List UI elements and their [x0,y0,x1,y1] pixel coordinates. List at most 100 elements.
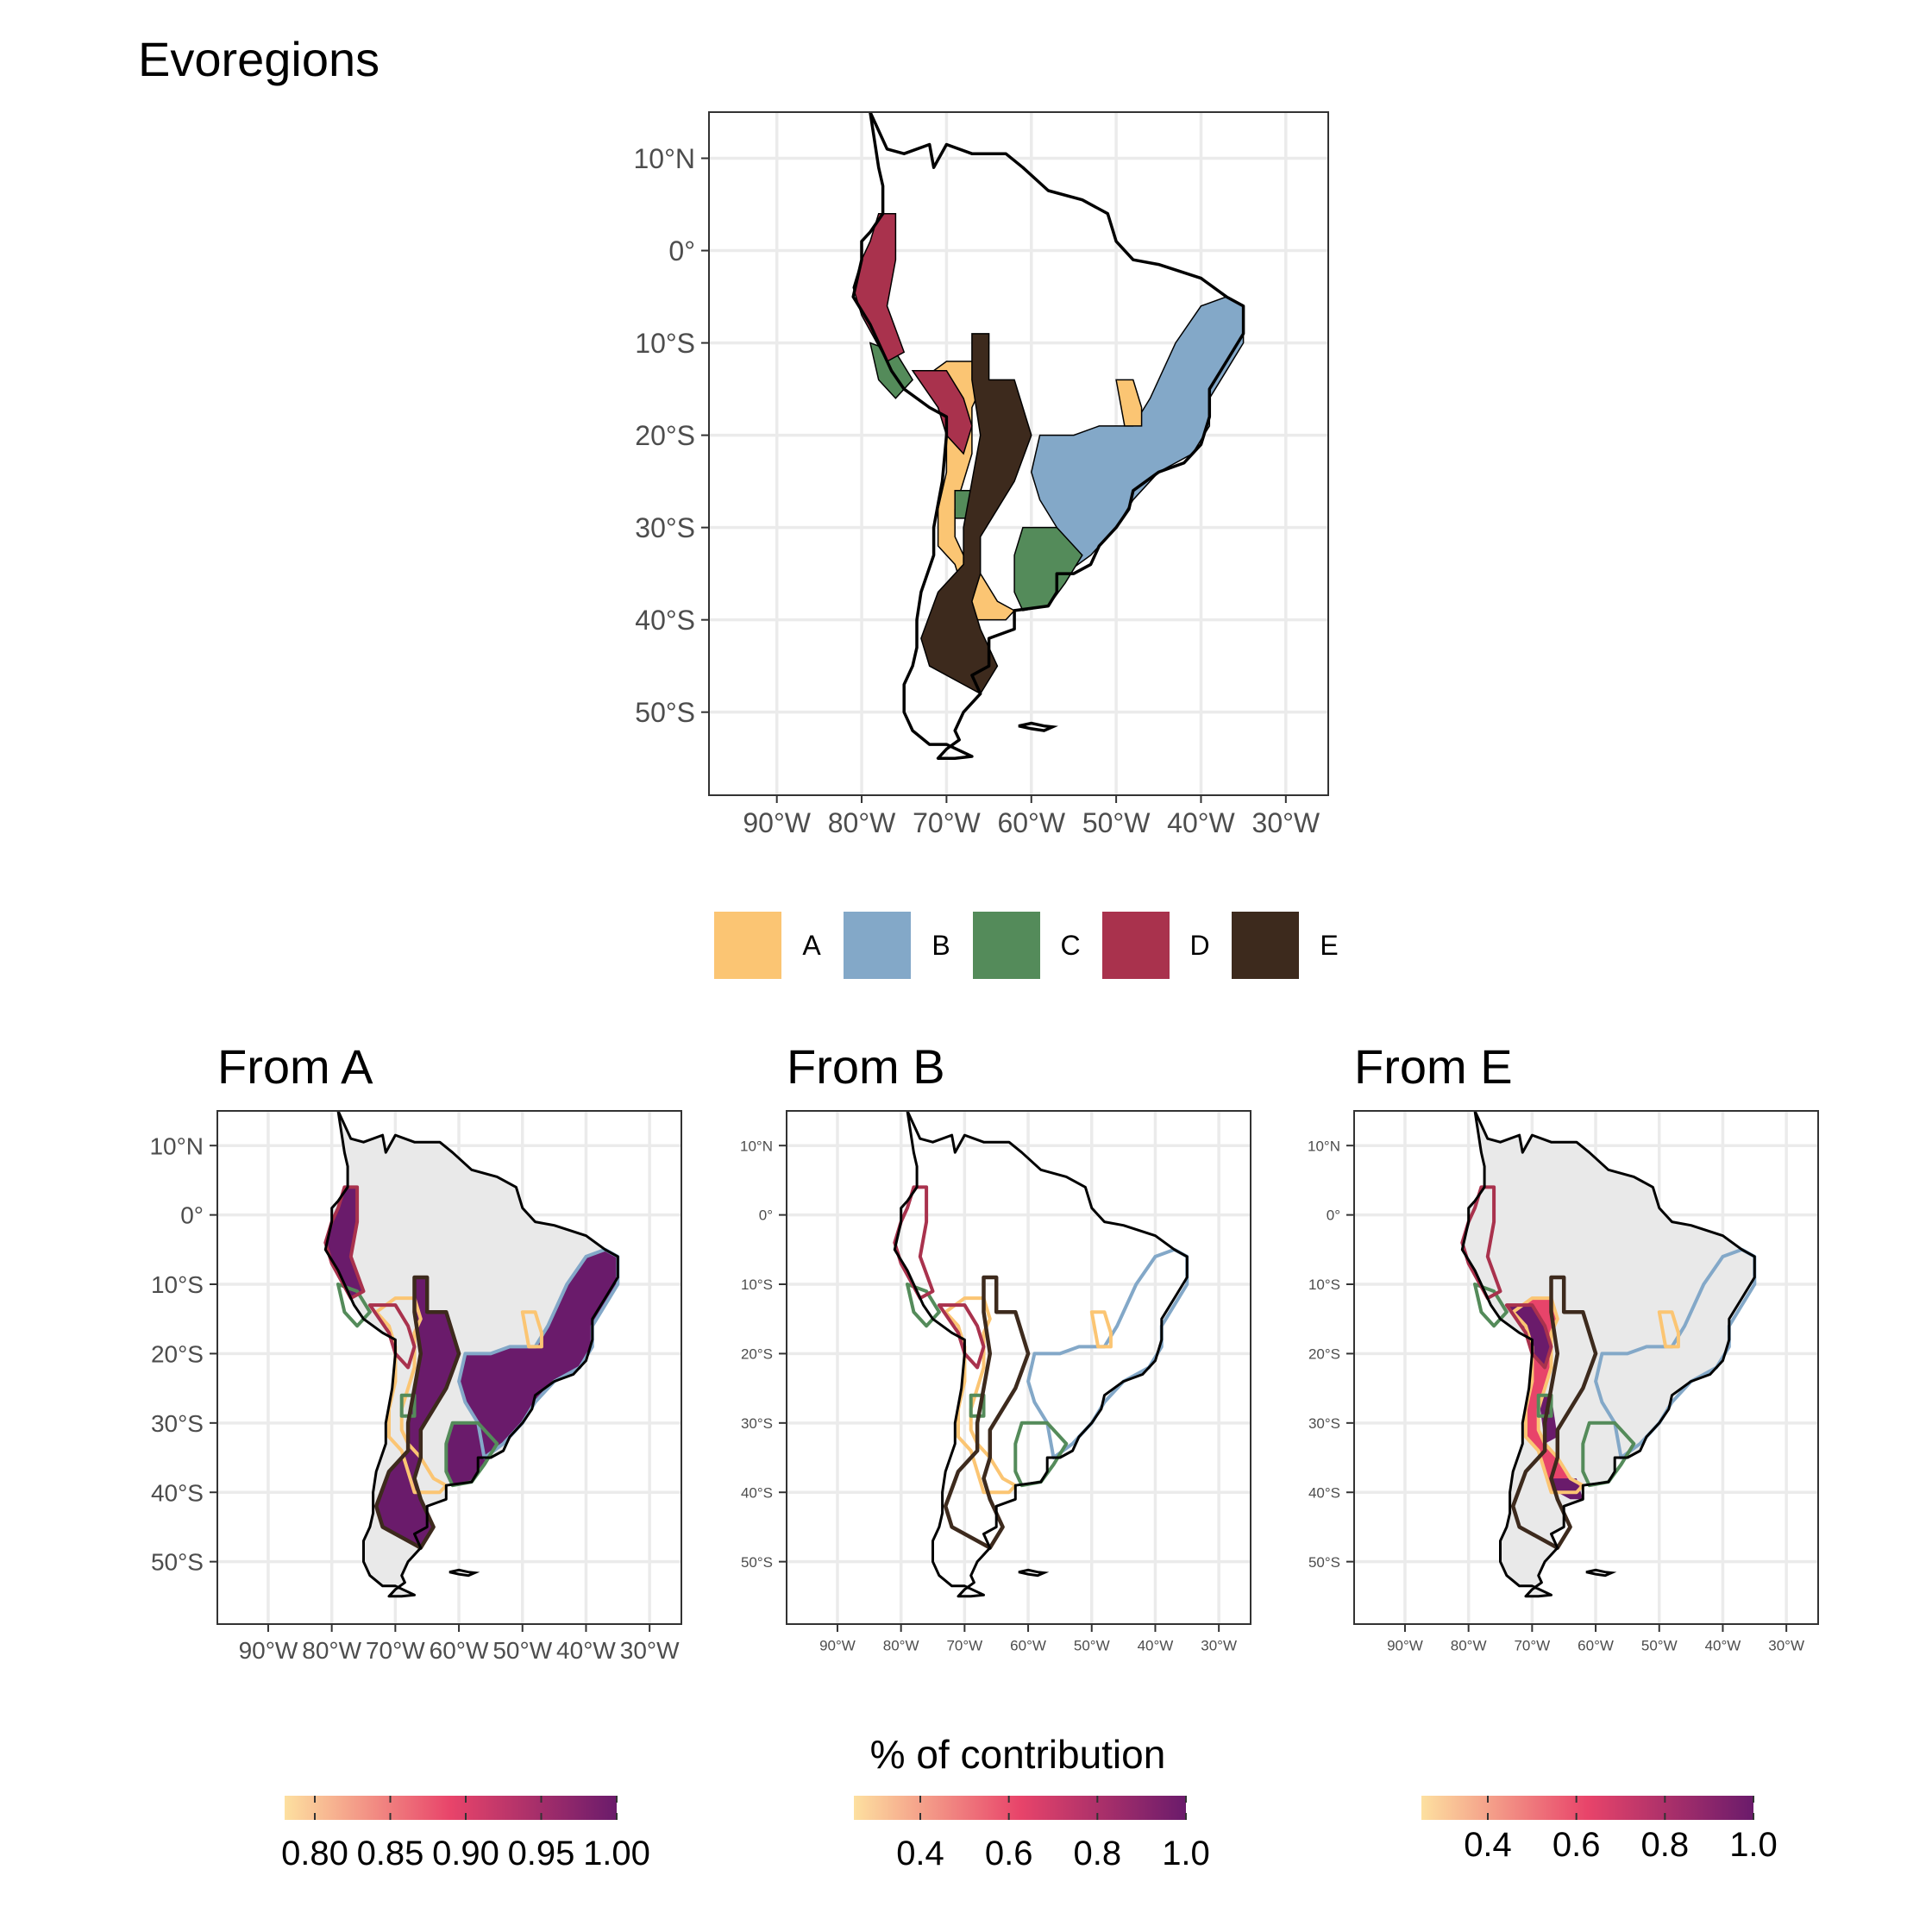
evoregion-outline-E [373,1275,461,1550]
lon-tick-label: 60°W [997,807,1065,838]
legend-label-B: B [932,930,950,961]
colorbar-tick-label: 0.8 [1641,1826,1690,1864]
evoregion-outline-E [1510,1275,1598,1550]
colorbar-2: 0.4 0.6 0.8 1.0 [854,1796,1210,1872]
colorbar-tick-label: 0.80 [281,1835,348,1872]
lon-tick-label: 30°W [620,1637,680,1664]
falkland-islands [1018,721,1058,732]
legend-label-E: E [1320,930,1338,961]
colorbar-gradient [854,1796,1186,1820]
lat-tick-label: 20°S [151,1340,204,1367]
lon-tick-label: 40°W [1167,807,1235,838]
lat-tick-label: 20°S [1308,1346,1340,1363]
lon-tick-label: 50°W [492,1637,552,1664]
lat-tick-label: 40°S [151,1479,204,1506]
lat-tick-label: 40°S [741,1484,773,1501]
lon-tick-label: 70°W [1514,1637,1550,1653]
colorbar-tick-label: 0.85 [357,1835,424,1872]
legend-label-C: C [1060,930,1080,961]
colorbar-gradient [285,1796,617,1820]
panel-A: From A 10°N 0° 10°S 20°S 30°S 40°S 50°S 90°W 80°W… [149,1039,682,1664]
coastline [893,1111,1189,1598]
colorbar-title: % of contribution [870,1732,1166,1777]
panel-border [786,1110,1251,1625]
evoregion-outline-A [1089,1310,1113,1349]
lat-tick-label: 0° [1327,1208,1340,1224]
evoregion-outline-E [943,1275,1031,1550]
evoregion-outline-C [399,1393,417,1418]
map-background [787,1111,1251,1624]
colorbar-tick-label: 0.95 [508,1835,575,1872]
lat-tick-label: 10°S [741,1276,773,1293]
colorbar-tick-label: 0.8 [1074,1835,1122,1872]
lat-tick-label: 10°S [151,1271,204,1298]
coastline [851,112,1245,760]
colorbar-gradient [1421,1796,1753,1820]
lon-tick-label: 70°W [366,1637,425,1664]
lon-tick-label: 30°W [1201,1637,1237,1653]
panel-title: From B [787,1039,945,1094]
lat-tick-label: 50°S [1308,1554,1340,1571]
contribution-cell [325,1187,364,1299]
lon-tick-label: 80°W [1451,1637,1487,1653]
lon-tick-label: 60°W [1578,1637,1614,1653]
coastline [1460,1111,1756,1598]
lat-tick-label: 0° [180,1202,204,1229]
lon-tick-label: 90°W [743,807,811,838]
lat-tick-label: 0° [668,235,695,267]
lon-tick-label: 70°W [946,1637,982,1653]
panel-E: From E 10°N 0° 10°S 20°S 30°S 40°S 50°S 90°W 80°W… [1308,1039,1819,1653]
colorbar-tick-label: 1.0 [1729,1826,1778,1864]
lat-tick-label: 50°S [741,1554,773,1571]
lon-tick-label: 50°W [1082,807,1151,838]
lon-tick-label: 60°W [1010,1637,1046,1653]
lat-tick-label: 50°S [151,1549,204,1576]
lon-tick-label: 90°W [239,1637,298,1664]
panel-border [216,1110,682,1625]
lon-tick-label: 50°W [1074,1637,1110,1653]
lat-tick-label: 40°S [1308,1484,1340,1501]
colorbar-tick-label: 0.4 [896,1835,944,1872]
lon-tick-label: 40°W [556,1637,616,1664]
lat-tick-label: 10°S [1308,1276,1340,1293]
colorbar-tick-label: 1.0 [1162,1835,1210,1872]
evoregion-A [1115,379,1143,427]
evoregion-outline-A [1657,1310,1680,1349]
legend-swatch-C [973,912,1040,979]
lat-tick-label: 10°N [149,1132,204,1159]
lat-tick-label: 10°N [634,143,696,174]
lat-tick-label: 30°S [151,1410,204,1437]
falkland-islands [448,1568,480,1578]
contribution-panels: From A 10°N 0° 10°S 20°S 30°S 40°S 50°S 90°W 80°W… [149,1039,1819,1664]
lat-tick-label: 0° [759,1208,773,1224]
contribution-cell [446,1422,498,1486]
legend-label-D: D [1189,930,1209,961]
colorbar-tick-label: 0.4 [1464,1826,1512,1864]
colorbar-tick-label: 0.6 [985,1835,1033,1872]
colorbar-tick-label: 1.00 [583,1835,650,1872]
evoregion-legend: A B C D E [714,912,1339,979]
lat-tick-label: 10°N [740,1138,773,1154]
evoregion-E [920,333,1032,695]
main-map: 10°N 0° 10°S 20°S 30°S 40°S 50°S 90°W 80°W 70°W 60… [634,111,1329,838]
panel-border [1353,1110,1819,1625]
colorbar-1: 0.80 0.85 0.90 0.95 1.00 [281,1796,650,1872]
legend-swatch-A [714,912,781,979]
contribution-cell [459,1249,618,1458]
lat-tick-label: 30°S [635,512,695,543]
lat-tick-label: 20°S [741,1346,773,1363]
colorbar-3: 0.4 0.6 0.8 1.0 [1421,1796,1778,1864]
evoregion-outline-C [969,1393,986,1418]
colorbar-tick-label: 0.90 [432,1835,499,1872]
contribution-cell [376,1277,460,1548]
lon-tick-label: 50°W [1641,1637,1678,1653]
falkland-islands [1585,1568,1617,1578]
lon-tick-label: 70°W [913,807,981,838]
lat-tick-label: 10°N [1308,1138,1340,1154]
legend-swatch-B [844,912,911,979]
panel-title: From A [217,1039,373,1094]
legend-label-A: A [802,930,821,961]
falkland-islands [1018,1568,1050,1578]
lat-tick-label: 30°S [741,1415,773,1432]
